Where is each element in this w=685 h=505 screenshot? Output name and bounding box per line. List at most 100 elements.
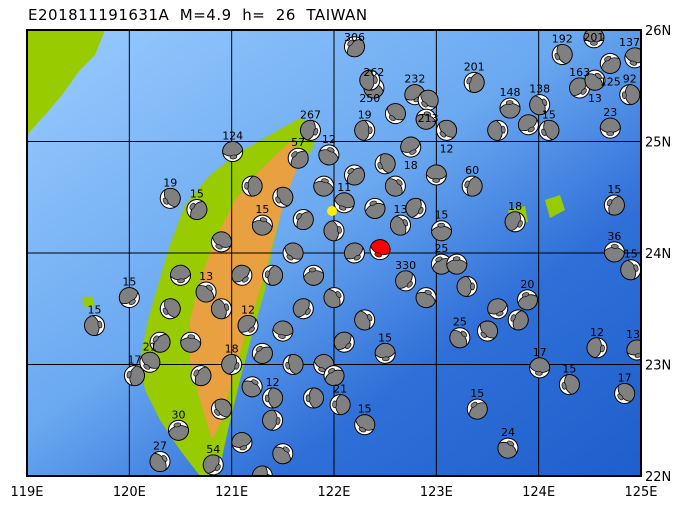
focal-mechanism[interactable] xyxy=(262,387,284,409)
focal-mechanism[interactable] xyxy=(332,190,357,215)
focal-mechanism[interactable] xyxy=(341,239,369,267)
focal-mechanism[interactable] xyxy=(619,84,641,106)
focal-mechanism[interactable] xyxy=(515,111,542,138)
main-event-mechanism[interactable] xyxy=(367,237,393,263)
focal-mechanism[interactable] xyxy=(183,196,211,224)
focal-mechanism[interactable] xyxy=(269,184,296,211)
focal-mechanism[interactable] xyxy=(526,91,553,118)
focal-mechanism[interactable] xyxy=(323,219,346,242)
focal-mechanism[interactable] xyxy=(381,100,409,128)
focal-mechanism[interactable] xyxy=(241,175,263,197)
focal-mechanism[interactable] xyxy=(432,116,460,144)
focal-mechanism[interactable] xyxy=(170,264,192,286)
focal-mechanism[interactable] xyxy=(238,373,265,400)
focal-mechanism[interactable] xyxy=(83,314,106,337)
focal-mechanism[interactable] xyxy=(362,196,387,221)
focal-mechanism[interactable] xyxy=(459,173,485,199)
focal-mechanism[interactable] xyxy=(180,331,202,353)
focal-mechanism[interactable] xyxy=(499,97,521,119)
focal-mechanism[interactable] xyxy=(549,41,575,67)
focal-mechanism[interactable] xyxy=(601,192,628,219)
focal-mechanism[interactable] xyxy=(425,164,447,186)
focal-mechanism[interactable] xyxy=(430,220,452,242)
focal-mechanism[interactable] xyxy=(354,119,376,141)
focal-mechanism[interactable] xyxy=(446,253,468,275)
focal-mechanism[interactable] xyxy=(271,319,294,342)
focal-mechanism[interactable] xyxy=(351,411,378,438)
focal-mechanism[interactable] xyxy=(208,228,235,255)
focal-mechanism[interactable] xyxy=(359,69,381,91)
focal-mechanism[interactable] xyxy=(387,212,414,239)
focal-mechanism[interactable] xyxy=(502,209,528,235)
focal-mechanism[interactable] xyxy=(146,328,174,356)
focal-mechanism[interactable] xyxy=(157,295,184,322)
focal-mechanism[interactable] xyxy=(486,119,509,142)
focal-mechanism[interactable] xyxy=(351,307,378,334)
focal-mechanism[interactable] xyxy=(312,174,336,198)
focal-mechanism[interactable] xyxy=(597,50,624,77)
focal-mechanism[interactable] xyxy=(583,28,605,49)
focal-mechanism[interactable] xyxy=(250,213,274,237)
focal-mechanism[interactable] xyxy=(505,307,531,333)
focal-mechanism[interactable] xyxy=(456,275,478,297)
focal-mechanism[interactable] xyxy=(536,117,562,143)
focal-mechanism[interactable] xyxy=(298,118,322,142)
focal-mechanism[interactable] xyxy=(372,151,398,177)
focal-mechanism[interactable] xyxy=(207,395,235,423)
focal-mechanism[interactable] xyxy=(146,448,174,476)
focal-mechanism[interactable] xyxy=(611,379,639,407)
focal-mechanism[interactable] xyxy=(316,142,342,168)
focal-mechanism[interactable] xyxy=(340,33,368,61)
focal-mechanism[interactable] xyxy=(303,387,325,409)
focal-mechanism[interactable] xyxy=(284,144,312,172)
focal-mechanism[interactable] xyxy=(557,372,581,396)
focal-mechanism[interactable] xyxy=(485,296,511,322)
focal-mechanism[interactable] xyxy=(219,352,244,377)
focal-mechanism[interactable] xyxy=(622,45,647,70)
focal-mechanism[interactable] xyxy=(248,339,276,367)
focal-mechanism[interactable] xyxy=(603,241,626,263)
focal-mechanism[interactable] xyxy=(413,284,439,310)
focal-mechanism[interactable] xyxy=(261,263,285,287)
focal-mechanism[interactable] xyxy=(279,239,307,267)
focal-mechanism[interactable] xyxy=(269,440,297,468)
focal-mechanism[interactable] xyxy=(209,296,234,321)
focal-mechanism[interactable] xyxy=(494,434,521,461)
focal-mechanism[interactable] xyxy=(340,161,368,189)
focal-mechanism[interactable] xyxy=(473,317,501,345)
focal-mechanism[interactable] xyxy=(116,284,144,312)
focal-mechanism[interactable] xyxy=(528,356,551,379)
focal-mechanism[interactable] xyxy=(230,430,254,454)
focal-mechanism[interactable] xyxy=(414,86,442,114)
focal-mechanism[interactable] xyxy=(374,342,396,364)
focal-mechanism[interactable] xyxy=(321,362,348,389)
focal-mechanism[interactable] xyxy=(515,287,541,313)
focal-mechanism[interactable] xyxy=(192,278,220,306)
focal-mechanism[interactable] xyxy=(123,364,146,387)
focal-mechanism[interactable] xyxy=(302,264,325,287)
focal-mechanism[interactable] xyxy=(461,70,486,95)
focal-mechanism[interactable] xyxy=(330,328,358,356)
focal-mechanism[interactable] xyxy=(446,324,474,352)
focal-mechanism[interactable] xyxy=(329,394,351,416)
focal-mechanism[interactable] xyxy=(586,337,608,359)
focal-mechanism[interactable] xyxy=(463,395,491,423)
focal-mechanism[interactable] xyxy=(403,195,430,222)
focal-mechanism[interactable] xyxy=(157,185,184,212)
focal-mechanism[interactable] xyxy=(398,134,424,160)
focal-mechanism[interactable] xyxy=(289,295,317,323)
focal-mechanism[interactable] xyxy=(187,362,214,389)
focal-mechanism[interactable] xyxy=(289,206,317,234)
focal-mechanism[interactable] xyxy=(199,451,227,479)
focal-mechanism[interactable] xyxy=(234,311,262,339)
focal-mechanism[interactable] xyxy=(221,140,244,163)
focal-mechanism[interactable] xyxy=(320,284,348,312)
focal-mechanism[interactable] xyxy=(414,107,438,131)
focal-mechanism[interactable] xyxy=(392,267,420,295)
focal-mechanism[interactable] xyxy=(167,418,191,442)
focal-mechanism[interactable] xyxy=(599,117,621,139)
focal-mechanism[interactable] xyxy=(136,348,164,376)
focal-mechanism[interactable] xyxy=(261,409,284,432)
focal-mechanism[interactable] xyxy=(581,66,609,94)
focal-mechanism[interactable] xyxy=(566,74,594,102)
